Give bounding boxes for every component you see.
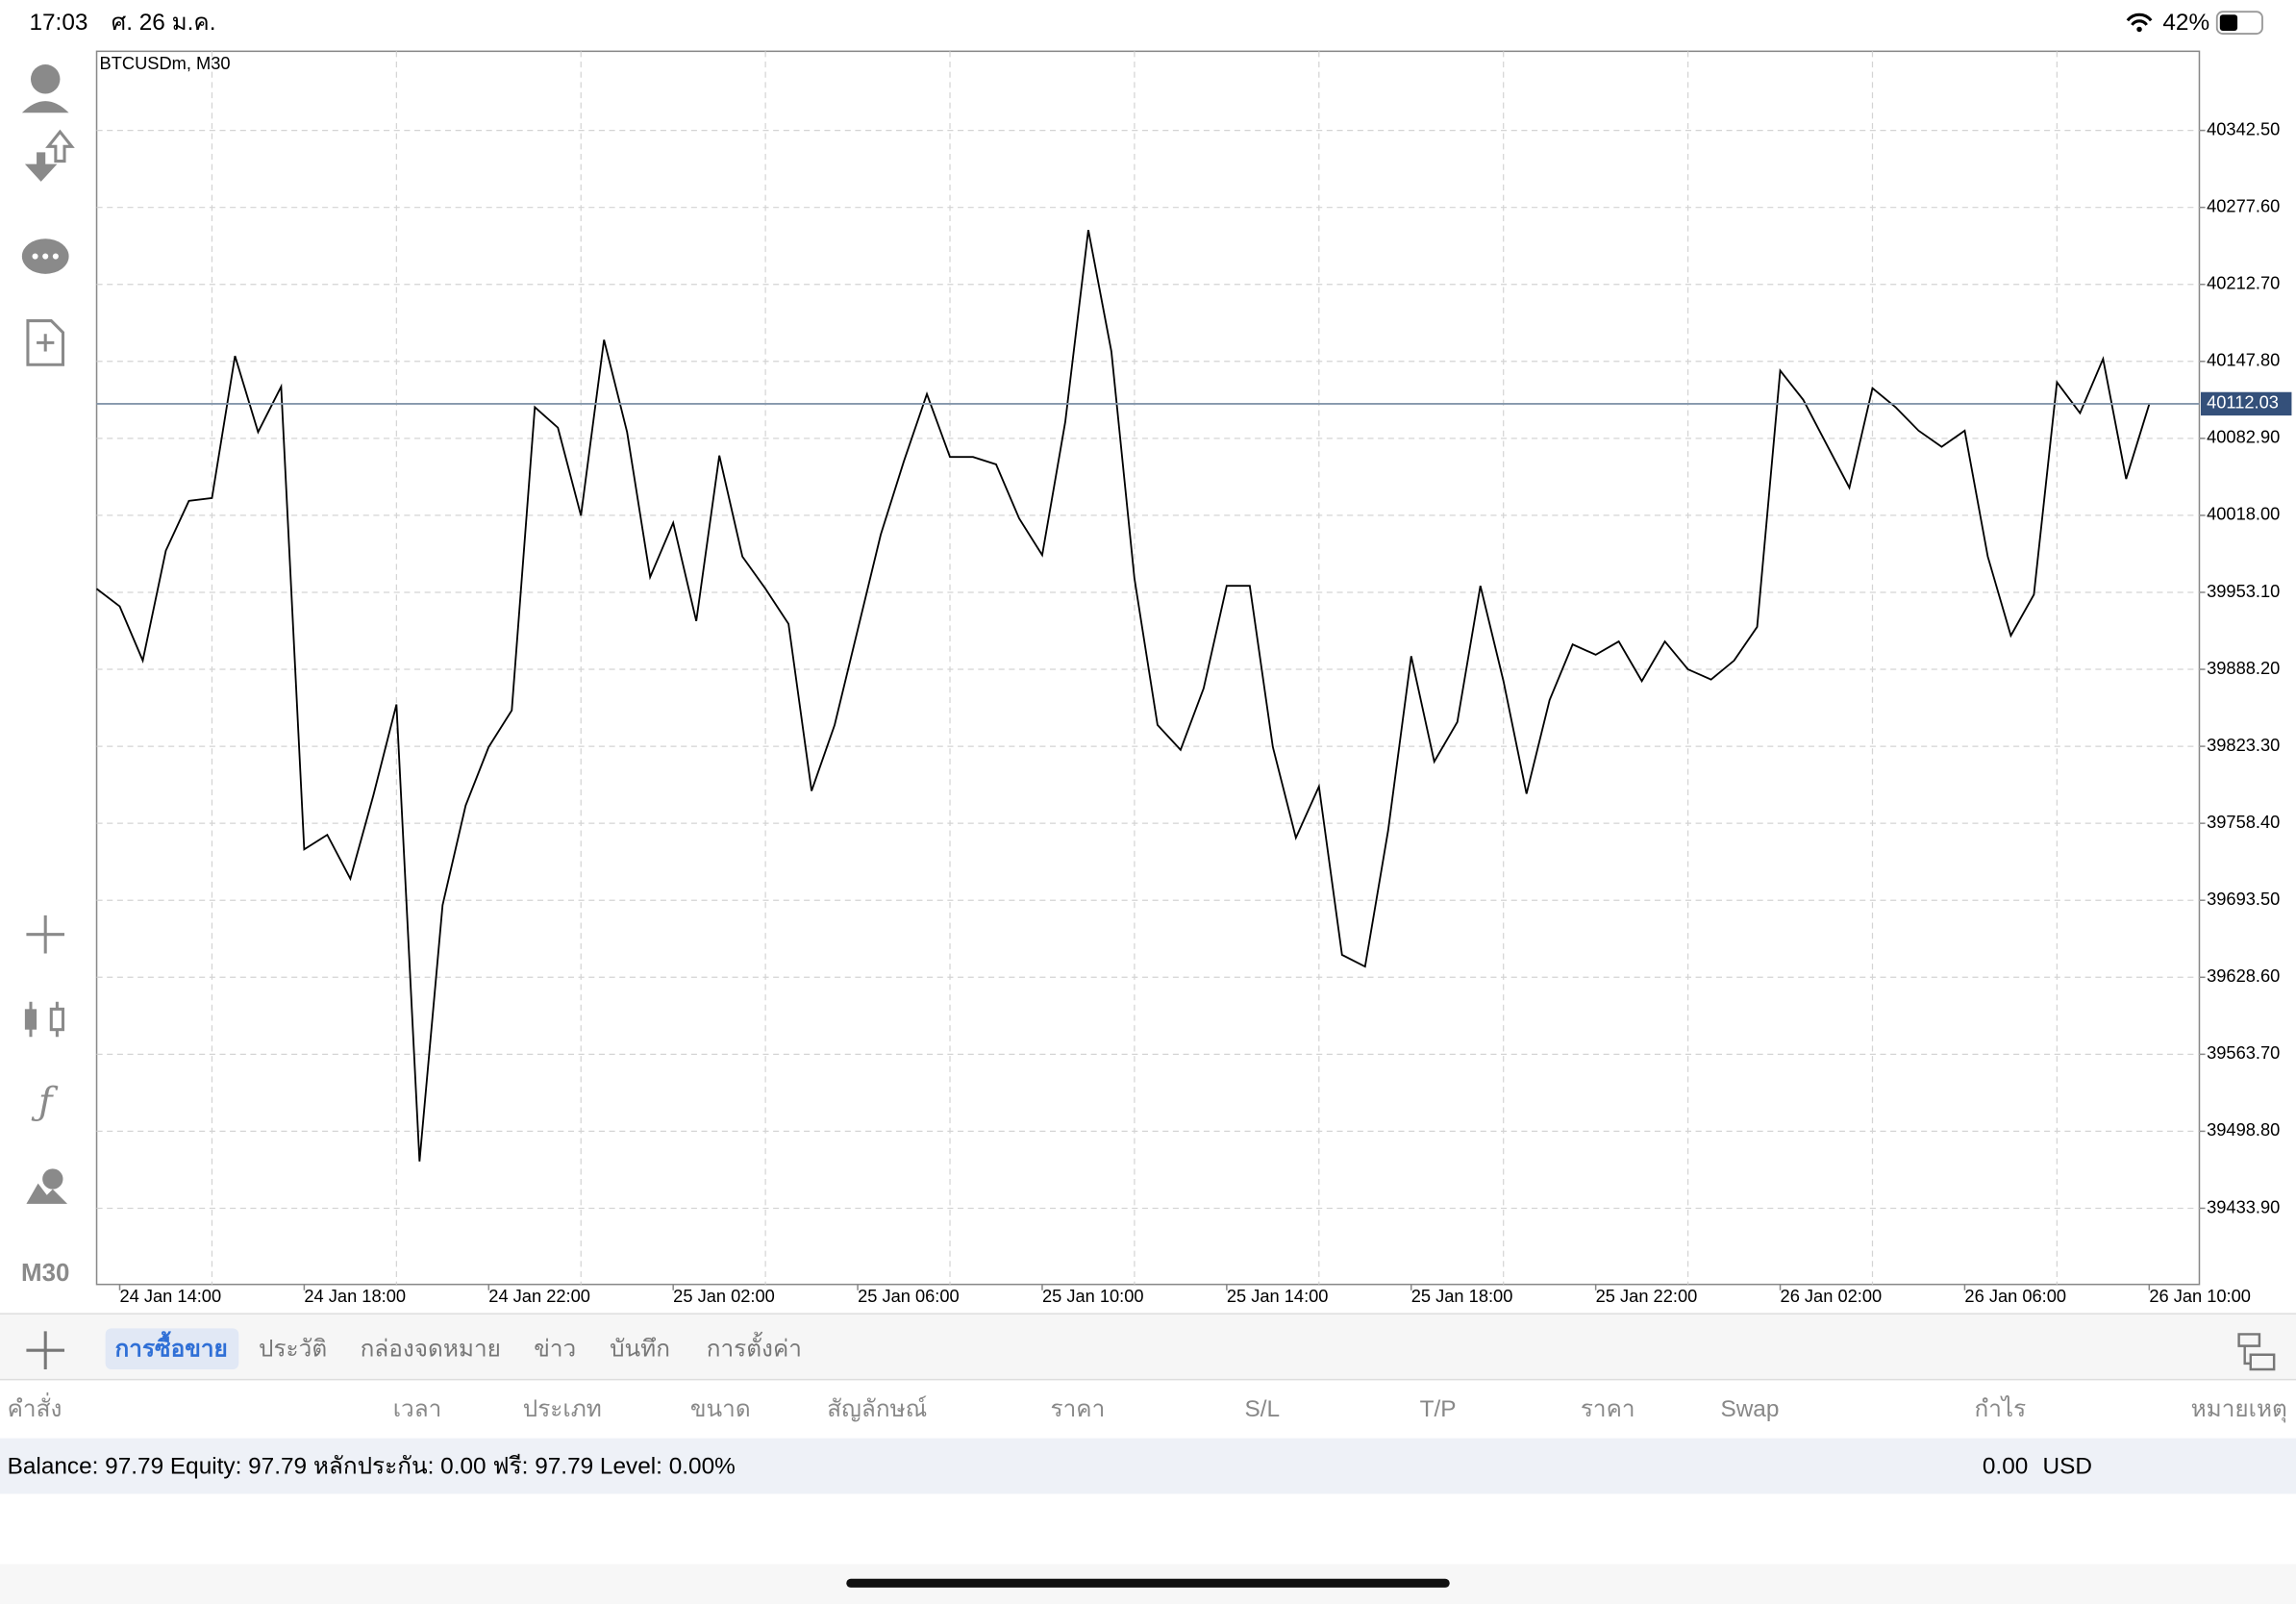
column-header: Swap (1720, 1396, 1779, 1422)
column-header: กำไร (1974, 1395, 2026, 1422)
y-tick-label: 40018.00 (2207, 504, 2280, 524)
vertical-grid (211, 51, 2058, 1285)
chart-title: BTCUSDm, M30 (100, 53, 231, 73)
status-time: 17:03 (29, 10, 87, 36)
wifi-icon (2126, 13, 2153, 26)
x-tick-label: 26 Jan 06:00 (1964, 1286, 2066, 1306)
add-button[interactable] (26, 1331, 65, 1369)
y-tick-label: 39953.10 (2207, 581, 2280, 601)
y-tick-label: 40147.80 (2207, 350, 2280, 370)
objects-icon[interactable] (26, 1183, 68, 1204)
tab[interactable]: ประวัติ (259, 1337, 327, 1363)
column-header: หมายเหตุ (2191, 1396, 2287, 1423)
summary-currency: USD (2043, 1453, 2092, 1479)
y-tick-label: 39628.60 (2207, 965, 2280, 986)
active-tab-bg (105, 1328, 239, 1369)
y-tick-label: 39888.20 (2207, 658, 2280, 678)
layout-button[interactable] (2237, 1333, 2276, 1371)
objects-icon-dot (42, 1168, 63, 1190)
tab[interactable]: การตั้งค่า (707, 1332, 802, 1363)
trade-icon[interactable] (24, 152, 58, 182)
y-tick-label: 39758.40 (2207, 812, 2280, 832)
table-header: คำสั่ง เวลา ประเภท ขนาด สัญลักษณ์ ราคา S/L T/P ร… (8, 1392, 2287, 1423)
candle (49, 1007, 65, 1032)
x-tick-label: 26 Jan 10:00 (2149, 1286, 2251, 1306)
summary-row (0, 1438, 2296, 1494)
summary-text: Balance: 97.79 Equity: 97.79 หลักประกัน:… (8, 1453, 736, 1479)
column-header: T/P (1420, 1396, 1457, 1422)
status-date: ศ. 26 ม.ค. (112, 10, 216, 36)
y-tick-label: 40277.60 (2207, 196, 2280, 216)
x-tick-label: 25 Jan 10:00 (1042, 1286, 1144, 1306)
current-price-label: 40112.03 (2207, 392, 2279, 413)
column-header: ขนาด (690, 1396, 751, 1422)
column-header: เวลา (393, 1396, 442, 1422)
y-tick-label: 39433.90 (2207, 1196, 2280, 1216)
chat-dot (42, 253, 49, 260)
account-icon-body (21, 101, 69, 113)
column-header: ราคา (1581, 1396, 1635, 1422)
current-price-box (2201, 391, 2292, 416)
x-tick-label: 24 Jan 14:00 (120, 1286, 222, 1306)
price-line (95, 229, 2151, 1162)
battery-percent: 42% (2162, 10, 2209, 36)
candle (24, 1009, 37, 1030)
y-tick-label: 40212.70 (2207, 273, 2280, 293)
home-indicator (846, 1578, 1450, 1588)
tab-bar (0, 1314, 2296, 1380)
y-tick-label: 39563.70 (2207, 1042, 2280, 1063)
chat-dot (32, 253, 38, 260)
tab[interactable]: การซื้อขาย (115, 1331, 228, 1363)
x-tick-label: 26 Jan 02:00 (1781, 1286, 1883, 1306)
y-tick-label: 40082.90 (2207, 427, 2280, 447)
column-header: ประเภท (523, 1396, 602, 1422)
x-tick-label: 25 Jan 14:00 (1227, 1286, 1329, 1306)
y-tick-label: 39823.30 (2207, 735, 2280, 755)
y-tick-label: 40342.50 (2207, 118, 2280, 138)
summary-profit: 0.00 (1983, 1453, 2028, 1479)
account-icon[interactable] (30, 64, 61, 94)
battery-icon (2215, 11, 2263, 35)
column-header: คำสั่ง (8, 1392, 62, 1422)
tab[interactable]: ข่าว (534, 1337, 576, 1363)
tab[interactable]: บันทึก (610, 1337, 670, 1363)
column-header: ราคา (1051, 1396, 1106, 1422)
column-header: สัญลักษณ์ (827, 1395, 927, 1422)
chat-dot (52, 253, 59, 260)
y-tick-label: 39693.50 (2207, 889, 2280, 909)
x-tick-label: 24 Jan 22:00 (488, 1286, 590, 1306)
crosshair-icon[interactable] (26, 915, 65, 954)
trade-icon-up (45, 129, 75, 163)
timeframe-button[interactable]: M30 (21, 1260, 69, 1287)
column-header: S/L (1245, 1396, 1281, 1422)
tab[interactable]: กล่องจดหมาย (361, 1337, 501, 1363)
x-tick-label: 25 Jan 06:00 (858, 1286, 960, 1306)
tabs: การซื้อขาย ประวัติ กล่องจดหมาย ข่าว บันทึก กา… (115, 1331, 802, 1363)
wifi-dot (2136, 26, 2142, 33)
x-tick-label: 25 Jan 18:00 (1411, 1286, 1513, 1306)
battery-level (2219, 14, 2238, 32)
x-tick-label: 25 Jan 22:00 (1596, 1286, 1698, 1306)
chart: 39433.90 39498.80 39563.70 39628.60 39693.50… (95, 118, 2292, 1306)
x-tick-label: 25 Jan 02:00 (673, 1286, 775, 1306)
new-order-icon[interactable] (26, 319, 65, 366)
y-tick-label: 39498.80 (2207, 1119, 2280, 1140)
x-tick-label: 24 Jan 18:00 (304, 1286, 406, 1306)
